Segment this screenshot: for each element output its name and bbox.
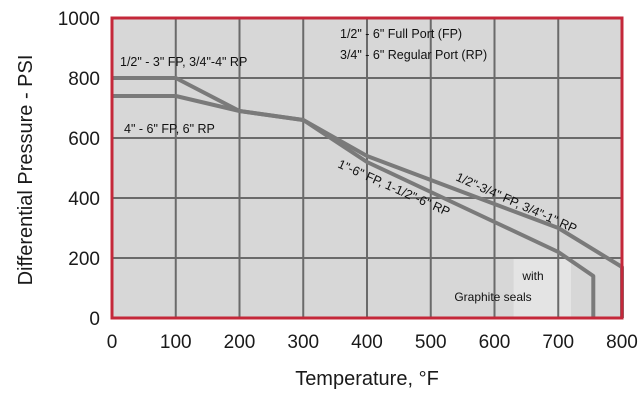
plot-border [110,16,624,320]
y-tick-200: 200 [68,249,100,270]
series-line-1 [112,76,624,318]
label-lower-left: 4" - 6" FP, 6" RP [124,122,215,136]
label-graphite-with: with [521,269,543,283]
x-tick-500: 500 [415,332,447,353]
curves [112,76,624,318]
label-upper-left: 1/2" - 3" FP, 3/4"-4" RP [120,55,247,69]
y-tick-1000: 1000 [58,9,100,30]
tick-labels: 0 100 200 300 400 500 600 700 800 0 200 400 600 800 10… [58,9,638,353]
legend-full-port: 1/2" - 6" Full Port (FP) [340,27,462,41]
x-tick-0: 0 [107,332,118,353]
x-tick-800: 800 [606,332,638,353]
series-line-2 [112,94,596,318]
y-axis-title: Differential Pressure - PSI [15,55,37,286]
y-tick-400: 400 [68,189,100,210]
legend-regular-port: 3/4" - 6" Regular Port (RP) [340,48,487,62]
label-graphite-seals: Graphite seals [454,290,531,304]
x-tick-200: 200 [224,332,256,353]
y-tick-600: 600 [68,129,100,150]
x-tick-600: 600 [479,332,511,353]
y-tick-800: 800 [68,69,100,90]
x-tick-100: 100 [160,332,192,353]
graphite-seal-box [513,258,571,318]
x-tick-400: 400 [351,332,383,353]
x-axis-title: Temperature, °F [295,368,439,390]
x-tick-700: 700 [542,332,574,353]
y-tick-0: 0 [89,309,100,330]
x-tick-300: 300 [287,332,319,353]
